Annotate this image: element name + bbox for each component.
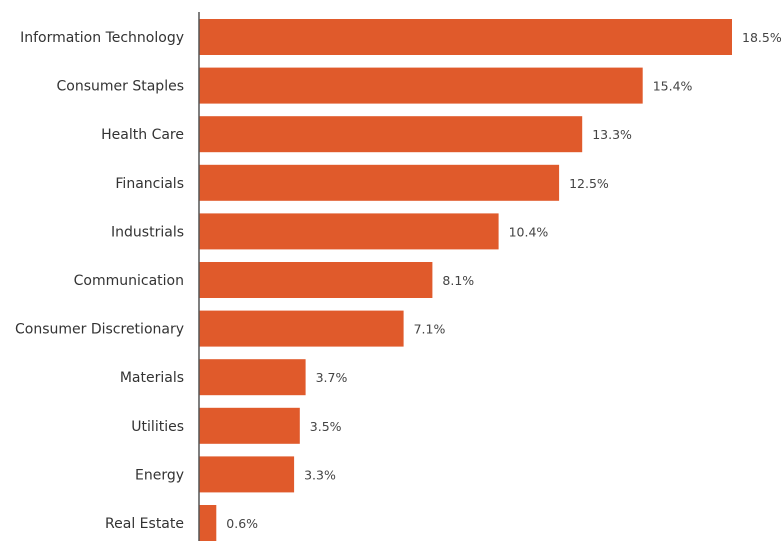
bar-industrials — [199, 213, 499, 250]
value-label-health-care: 13.3% — [592, 127, 632, 142]
category-label-financials: Financials — [115, 176, 184, 192]
category-label-real-estate: Real Estate — [105, 516, 184, 532]
value-labels: 18.5% 15.4% 13.3% 12.5% 10.4% 8.1% 7.1% 3.7% 3.5… — [226, 30, 781, 531]
bar-real-estate — [199, 505, 217, 541]
category-label-consumer-discretionary: Consumer Discretionary — [15, 322, 184, 338]
category-label-utilities: Utilities — [131, 419, 184, 435]
category-label-information-technology: Information Technology — [20, 30, 184, 46]
bar-consumer-staples — [199, 67, 643, 104]
category-label-consumer-staples: Consumer Staples — [57, 79, 184, 95]
bar-materials — [199, 359, 306, 396]
value-label-materials: 3.7% — [316, 370, 348, 385]
value-label-real-estate: 0.6% — [226, 516, 258, 531]
value-label-information-technology: 18.5% — [742, 30, 781, 45]
category-label-health-care: Health Care — [101, 127, 184, 143]
bar-financials — [199, 164, 560, 201]
bar-energy — [199, 456, 295, 493]
value-label-consumer-staples: 15.4% — [653, 79, 693, 94]
value-label-communication: 8.1% — [442, 273, 474, 288]
value-label-financials: 12.5% — [569, 176, 609, 191]
category-label-materials: Materials — [120, 370, 184, 386]
bar-communication — [199, 262, 433, 298]
bar-health-care — [199, 116, 583, 153]
value-label-energy: 3.3% — [304, 467, 336, 482]
category-label-industrials: Industrials — [111, 224, 184, 240]
value-label-utilities: 3.5% — [310, 419, 342, 434]
category-label-energy: Energy — [135, 467, 184, 483]
category-label-communication: Communication — [74, 273, 184, 289]
bars-layer — [199, 19, 732, 541]
bar-information-technology — [199, 19, 732, 55]
bar-consumer-discretionary — [199, 310, 404, 347]
value-label-industrials: 10.4% — [509, 224, 549, 239]
bar-utilities — [199, 407, 300, 444]
value-label-consumer-discretionary: 7.1% — [414, 322, 446, 337]
category-labels: Information Technology Consumer Staples He… — [15, 30, 184, 532]
